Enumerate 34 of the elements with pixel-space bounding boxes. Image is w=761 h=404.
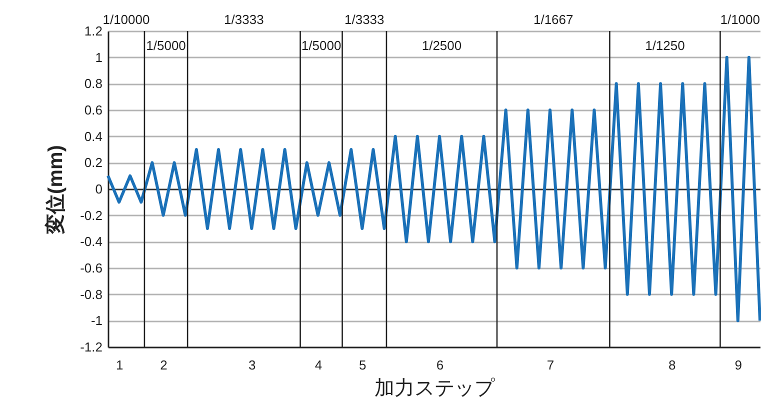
annotation: 1/5000: [301, 38, 342, 53]
text: 1/3333: [224, 12, 264, 27]
y-tick-label: 0.6: [84, 102, 102, 118]
y-axis-title: 変位(mm): [44, 145, 68, 235]
y-tick-label: 0.4: [84, 128, 102, 144]
y-tick-label: 0.8: [84, 76, 102, 92]
x-tick-label: 8: [668, 358, 676, 372]
x-axis-title: 加力ステップ: [374, 378, 496, 400]
text: 1/1000: [720, 12, 760, 27]
x-tick-label: 3: [248, 358, 256, 372]
y-tick-label: 1.2: [84, 24, 102, 38]
text: 1/10000: [102, 12, 150, 27]
y-tick-label: 0.2: [84, 155, 102, 170]
y-tick-label: -0.6: [80, 260, 102, 276]
y-tick-label: -0.4: [80, 234, 102, 250]
text: 1/3333: [344, 12, 384, 27]
annotation: 1/5000: [146, 38, 186, 53]
y-tick-label: -1: [90, 313, 102, 328]
text: 1/1667: [533, 12, 574, 27]
x-tick-label: 7: [546, 358, 554, 372]
y-tick-label: -1.2: [80, 340, 102, 354]
x-tick-label: 5: [359, 358, 366, 372]
y-tick-label: -0.2: [80, 208, 102, 223]
y-tick-label: 0: [95, 182, 102, 196]
x-tick-label: 6: [436, 358, 444, 372]
x-tick-label: 9: [734, 358, 742, 372]
y-tick-label: -0.8: [80, 286, 102, 302]
x-tick-label: 2: [160, 358, 168, 372]
x-tick-label: 1: [116, 358, 124, 372]
x-tick-label: 4: [314, 358, 322, 372]
annotation: 1/2500: [422, 38, 462, 53]
line-series: [106, 56, 761, 322]
annotation: 1/1250: [645, 38, 685, 53]
y-tick-label: 1: [95, 50, 102, 65]
